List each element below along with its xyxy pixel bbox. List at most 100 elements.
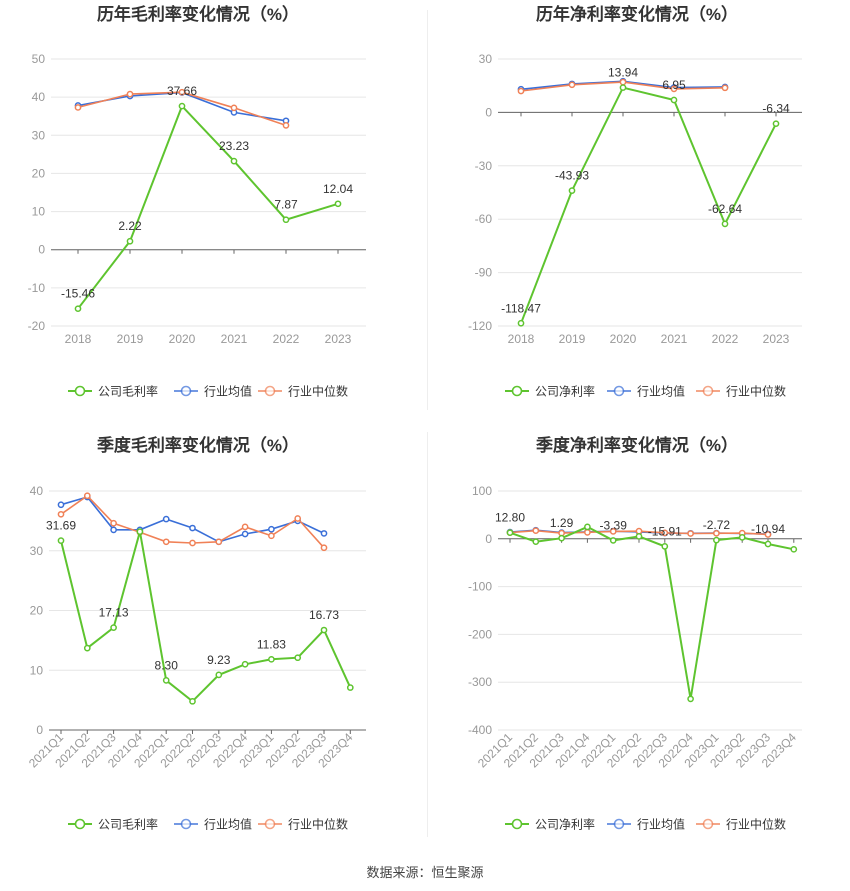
data-point <box>334 200 342 208</box>
chart-panel-1: 历年毛利率变化情况（%） -20 -10 0 10 20 30 40 50 2018 2019 202… <box>28 4 366 399</box>
data-point <box>126 237 134 245</box>
x-tick-label: 2020 <box>610 332 637 346</box>
legend-marker <box>702 385 714 397</box>
data-point <box>584 523 591 531</box>
data-label: -3.39 <box>600 518 628 532</box>
y-tick-label: -20 <box>28 319 46 333</box>
data-point <box>568 187 576 194</box>
legend-label: 行业中位数 <box>726 817 786 832</box>
chart-title: 历年毛利率变化情况（%） <box>97 4 299 24</box>
data-point <box>764 531 772 538</box>
data-point <box>268 532 275 540</box>
y-tick-label: -400 <box>468 723 492 737</box>
series-company <box>57 528 354 705</box>
x-tick-label: 2019 <box>559 332 586 346</box>
data-label: 12.04 <box>323 182 353 196</box>
data-point <box>268 525 275 533</box>
data-point <box>189 539 196 547</box>
data-point <box>558 534 565 542</box>
data-point <box>74 104 82 111</box>
legend-label: 公司毛利率 <box>98 384 158 399</box>
legend-marker <box>511 385 523 397</box>
data-point <box>178 102 186 110</box>
chart-panel-2: 历年净利率变化情况（%） -120 -90 -60 -30 0 30 2018 2019 2020… <box>468 4 802 399</box>
y-tick-label: 10 <box>32 205 46 219</box>
data-point <box>282 216 290 224</box>
data-label: -15.46 <box>61 287 95 301</box>
data-label: -43.93 <box>555 169 589 183</box>
legend-item-company: 公司毛利率 <box>68 817 158 832</box>
data-point <box>517 319 525 327</box>
data-label: 1.29 <box>550 516 574 530</box>
legend-marker <box>74 385 86 397</box>
legend-label: 行业中位数 <box>726 384 786 399</box>
data-point <box>162 515 170 523</box>
data-point <box>721 84 729 92</box>
data-point <box>609 537 617 544</box>
data-point <box>670 85 678 93</box>
chart-panel-4: 季度净利率变化情况（%）-400-300-200-10001002021Q120… <box>468 435 802 832</box>
data-point <box>687 530 694 537</box>
data-point <box>670 96 678 104</box>
data-point <box>57 537 65 545</box>
data-point <box>738 534 746 541</box>
y-tick-label: 40 <box>30 484 44 498</box>
legend-item-median: 行业中位数 <box>258 384 348 399</box>
legend-item-median: 行业中位数 <box>258 817 348 832</box>
data-label: 17.13 <box>99 606 129 620</box>
data-point <box>241 523 249 531</box>
series-company <box>506 523 798 703</box>
data-point <box>162 538 170 546</box>
legend-marker <box>264 818 276 830</box>
data-point <box>241 660 249 668</box>
data-label: -15.91 <box>648 524 682 538</box>
data-point <box>215 671 223 679</box>
data-point <box>189 697 196 705</box>
legend-label: 行业均值 <box>204 817 252 832</box>
data-label: 16.73 <box>309 608 339 622</box>
series-line <box>509 525 795 700</box>
legend-item-avg: 行业均值 <box>174 817 252 832</box>
y-tick-label: 10 <box>30 663 44 677</box>
data-point <box>241 530 249 538</box>
y-tick-label: 20 <box>32 166 46 180</box>
data-point <box>230 157 238 165</box>
data-point <box>721 220 729 228</box>
y-tick-label: 20 <box>30 604 44 618</box>
legend-item-median: 行业中位数 <box>696 817 786 832</box>
series-company <box>517 84 780 327</box>
data-label: 11.83 <box>257 637 286 651</box>
x-tick-label: 2022 <box>273 332 300 346</box>
y-tick-label: -90 <box>475 266 493 280</box>
data-point <box>687 695 694 703</box>
y-tick-label: 0 <box>38 243 45 257</box>
data-label: 12.80 <box>495 511 525 525</box>
data-point <box>57 510 65 518</box>
x-tick-label: 2022 <box>712 332 739 346</box>
data-point <box>178 88 186 96</box>
series-line <box>60 531 352 703</box>
data-point <box>532 538 540 546</box>
data-point <box>294 654 302 662</box>
data-point <box>320 626 328 634</box>
y-tick-label: -10 <box>28 281 46 295</box>
data-point <box>215 538 223 546</box>
y-tick-label: 100 <box>472 484 492 498</box>
series-company <box>74 102 342 313</box>
legend-marker <box>613 385 625 397</box>
x-tick-label: 2021 <box>221 332 248 346</box>
data-label: 23.23 <box>219 139 249 153</box>
legend-item-median: 行业中位数 <box>696 384 786 399</box>
legend-item-avg: 行业均值 <box>174 384 252 399</box>
x-tick-label: 2021 <box>661 332 688 346</box>
series-median <box>57 492 328 552</box>
data-label: 13.94 <box>608 66 638 80</box>
legend-label: 行业均值 <box>637 817 685 832</box>
data-point <box>661 543 669 550</box>
data-point <box>268 655 275 663</box>
data-point <box>635 533 643 540</box>
data-point <box>609 528 617 535</box>
y-tick-label: 30 <box>30 544 44 558</box>
series-line <box>520 86 777 324</box>
